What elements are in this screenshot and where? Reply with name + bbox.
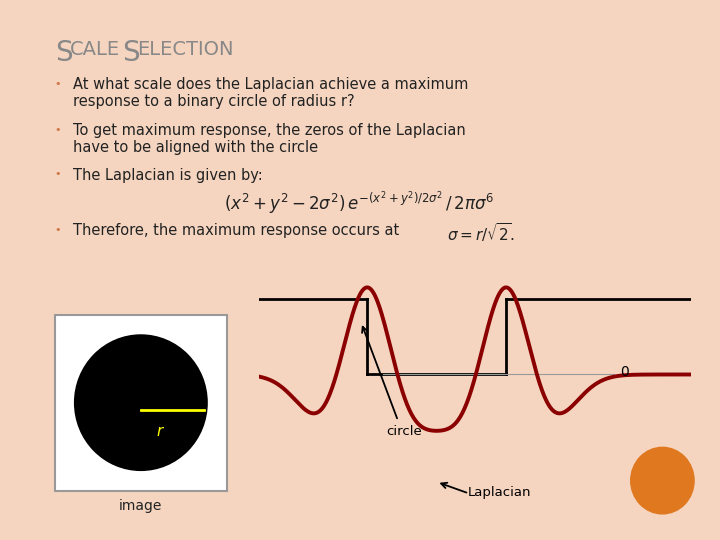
Text: S: S — [55, 39, 73, 68]
Circle shape — [74, 334, 208, 471]
Text: Therefore, the maximum response occurs at: Therefore, the maximum response occurs a… — [73, 222, 400, 238]
Text: response to a binary circle of radius r?: response to a binary circle of radius r? — [73, 94, 355, 110]
Text: •: • — [55, 125, 61, 135]
Text: image: image — [120, 499, 163, 513]
Text: CALE: CALE — [70, 40, 120, 59]
Text: $(x^2 + y^2 - 2\sigma^2)\, e^{-(x^2+y^2)/2\sigma^2}\, /\, 2\pi\sigma^6$: $(x^2 + y^2 - 2\sigma^2)\, e^{-(x^2+y^2)… — [224, 190, 494, 217]
Text: Laplacian: Laplacian — [468, 487, 531, 500]
Text: To get maximum response, the zeros of the Laplacian: To get maximum response, the zeros of th… — [73, 123, 466, 138]
Text: The Laplacian is given by:: The Laplacian is given by: — [73, 167, 264, 183]
Text: have to be aligned with the circle: have to be aligned with the circle — [73, 140, 318, 155]
Text: circle: circle — [387, 426, 422, 438]
Text: $\sigma = r/\sqrt{2}.$: $\sigma = r/\sqrt{2}.$ — [447, 221, 516, 244]
Text: ELECTION: ELECTION — [137, 40, 233, 59]
Text: •: • — [55, 79, 61, 89]
Circle shape — [631, 447, 694, 514]
Text: r: r — [156, 423, 163, 438]
Text: •: • — [55, 170, 61, 179]
Text: •: • — [55, 225, 61, 234]
Text: 0: 0 — [620, 364, 629, 379]
Bar — [55, 315, 227, 490]
Text: At what scale does the Laplacian achieve a maximum: At what scale does the Laplacian achieve… — [73, 77, 469, 92]
Text: S: S — [122, 39, 140, 68]
